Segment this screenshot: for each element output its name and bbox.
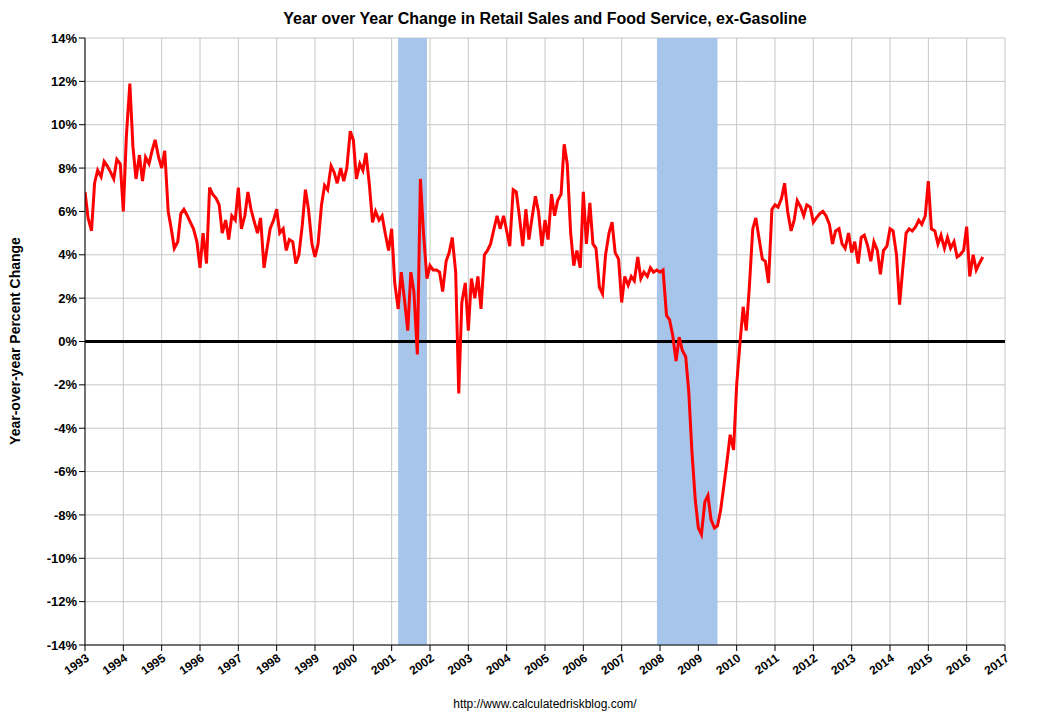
- svg-text:2012: 2012: [790, 651, 820, 678]
- svg-text:2007: 2007: [598, 651, 628, 678]
- svg-text:-4%: -4%: [54, 421, 78, 436]
- svg-text:2002: 2002: [407, 651, 437, 678]
- svg-text:1996: 1996: [177, 651, 207, 678]
- svg-text:2017: 2017: [982, 651, 1012, 678]
- svg-text:2001: 2001: [368, 651, 398, 678]
- svg-text:1993: 1993: [62, 651, 92, 678]
- svg-text:0%: 0%: [58, 334, 77, 349]
- svg-text:2006: 2006: [560, 651, 590, 678]
- svg-text:2013: 2013: [828, 651, 858, 678]
- svg-text:2003: 2003: [445, 651, 475, 678]
- html-text:http://www.calculatedriskblog.: http://www.calculatedriskblog.com/: [453, 697, 637, 711]
- svg-text:-14%: -14%: [47, 638, 78, 653]
- svg-text:2009: 2009: [675, 651, 705, 678]
- svg-text:1994: 1994: [100, 651, 130, 678]
- svg-text:8%: 8%: [58, 161, 77, 176]
- svg-text:1997: 1997: [215, 651, 245, 678]
- html-text:Year-over-year Percent Change: Year-over-year Percent Change: [7, 237, 23, 445]
- svg-text:2000: 2000: [330, 651, 360, 678]
- svg-text:-6%: -6%: [54, 464, 78, 479]
- svg-text:2005: 2005: [522, 651, 552, 678]
- svg-text:14%: 14%: [51, 31, 77, 46]
- svg-text:-8%: -8%: [54, 508, 78, 523]
- svg-text:-10%: -10%: [47, 551, 78, 566]
- svg-text:1999: 1999: [292, 651, 322, 678]
- svg-text:2008: 2008: [637, 651, 667, 678]
- svg-text:2014: 2014: [867, 651, 897, 678]
- svg-text:-12%: -12%: [47, 594, 78, 609]
- svg-text:2016: 2016: [943, 651, 973, 678]
- svg-text:2%: 2%: [58, 291, 77, 306]
- svg-text:2004: 2004: [483, 651, 513, 678]
- svg-text:2011: 2011: [752, 651, 782, 678]
- html-text:Year over Year Change in Retai: Year over Year Change in Retail Sales an…: [283, 10, 807, 27]
- svg-text:1998: 1998: [253, 651, 283, 678]
- svg-text:12%: 12%: [51, 74, 77, 89]
- svg-text:2015: 2015: [905, 651, 935, 678]
- svg-text:4%: 4%: [58, 247, 77, 262]
- svg-text:2010: 2010: [713, 651, 743, 678]
- svg-text:-2%: -2%: [54, 377, 78, 392]
- svg-text:6%: 6%: [58, 204, 77, 219]
- svg-text:1995: 1995: [138, 651, 168, 678]
- svg-text:10%: 10%: [51, 117, 77, 132]
